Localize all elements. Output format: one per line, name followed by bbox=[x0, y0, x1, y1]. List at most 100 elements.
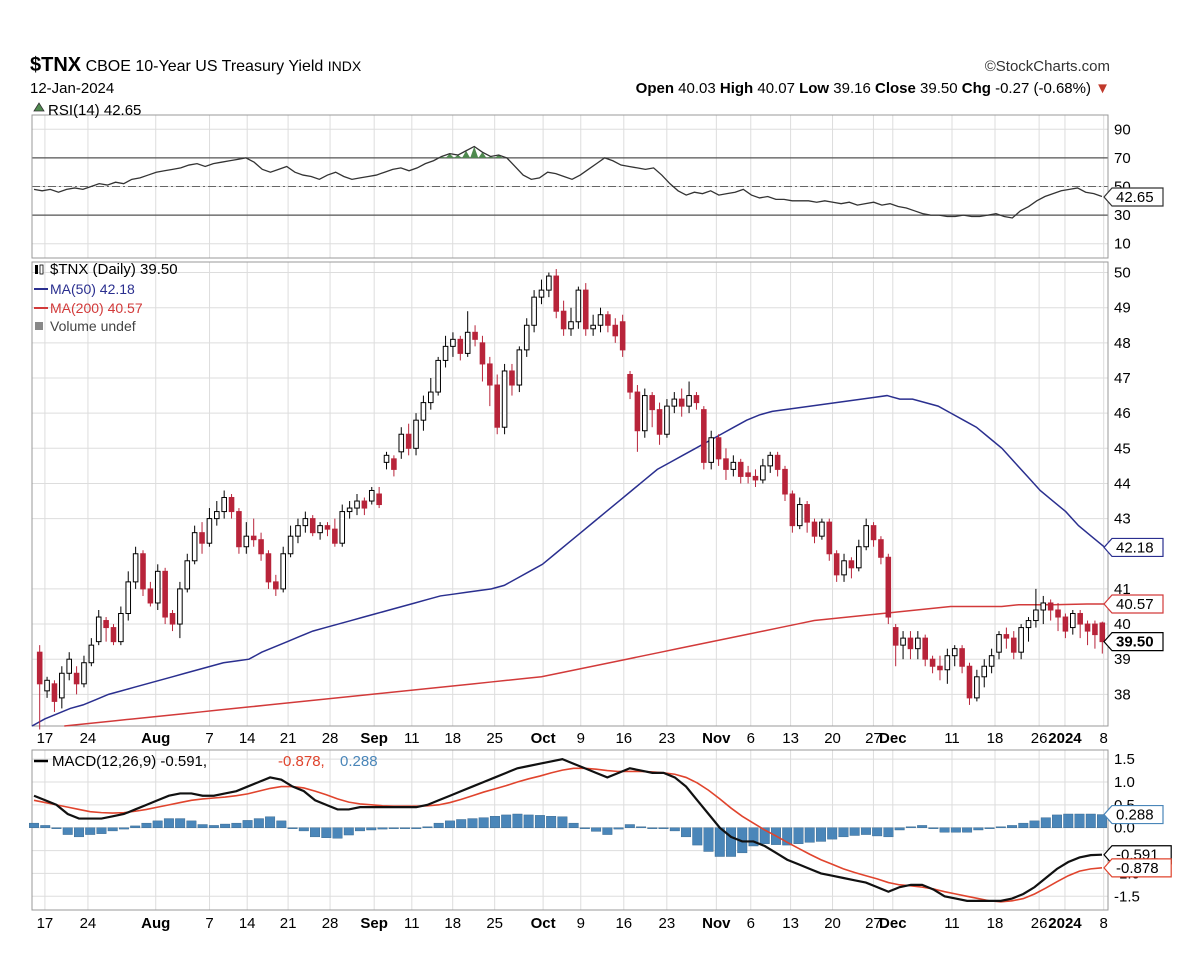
candle-body bbox=[538, 289, 545, 298]
candle-body bbox=[295, 525, 301, 537]
candle-body bbox=[996, 634, 1002, 653]
macd-histogram-bar bbox=[118, 827, 129, 830]
candle-body bbox=[804, 504, 810, 523]
rsi-frame bbox=[31, 114, 1109, 259]
macd-histogram-bar bbox=[29, 822, 39, 828]
macd-histogram-bar bbox=[636, 826, 647, 828]
candle-body bbox=[509, 370, 515, 386]
macd-histogram-bar bbox=[973, 827, 984, 831]
candle-body bbox=[966, 665, 973, 699]
macd-histogram-bar bbox=[343, 827, 354, 836]
macd-histogram-bar bbox=[501, 814, 512, 828]
price-x-tick-18: 20 bbox=[824, 730, 841, 747]
candle-body bbox=[885, 556, 892, 618]
ticker-symbol: $TNX bbox=[30, 54, 82, 76]
macd-histogram-bar bbox=[939, 827, 950, 833]
candle-body bbox=[494, 384, 500, 428]
ma200-last-value: 40.57 bbox=[1116, 596, 1154, 613]
low-label: Low bbox=[799, 80, 830, 97]
macd-histogram-bar bbox=[534, 815, 545, 828]
candle-body bbox=[1047, 602, 1054, 611]
candle-body bbox=[693, 395, 700, 404]
ticker-title: $TNX CBOE 10-Year US Treasury Yield INDX bbox=[30, 54, 362, 76]
macd-x-tick-22: 18 bbox=[987, 915, 1004, 932]
candle-body bbox=[627, 373, 633, 393]
macd-histogram-bar bbox=[85, 827, 96, 835]
candle-body bbox=[413, 419, 419, 449]
macd-y-tick-1: 1.0 bbox=[1114, 774, 1135, 791]
price-x-tick-16: 6 bbox=[747, 730, 755, 747]
candle-body bbox=[405, 433, 412, 449]
ticker-exchange: INDX bbox=[327, 58, 362, 74]
candle-body bbox=[191, 532, 198, 562]
candle-body bbox=[110, 627, 117, 643]
open-value: 40.03 bbox=[678, 80, 716, 97]
price-y-tick-48: 48 bbox=[1114, 335, 1131, 352]
price-y-tick-38: 38 bbox=[1114, 686, 1131, 703]
macd-histogram-bar bbox=[669, 827, 680, 832]
macd-histogram-bar bbox=[602, 827, 613, 835]
candle-body bbox=[582, 289, 589, 330]
macd-histogram-bar bbox=[872, 827, 883, 837]
candle-body bbox=[132, 553, 139, 583]
candle-body bbox=[605, 314, 611, 326]
candle-body bbox=[708, 437, 714, 463]
candle-body bbox=[678, 398, 685, 407]
macd-histogram-bar bbox=[995, 826, 1006, 828]
candle-body bbox=[346, 507, 353, 513]
candle-body bbox=[398, 433, 405, 453]
candle-body bbox=[273, 581, 279, 590]
candle-body bbox=[118, 613, 124, 643]
macd-histogram-bar bbox=[467, 818, 478, 828]
macd-histogram-bar bbox=[883, 827, 894, 838]
candle-body bbox=[243, 535, 250, 548]
candle-body bbox=[177, 588, 183, 625]
price-legend: $TNX (Daily) 39.50 bbox=[50, 261, 178, 278]
macd-histogram-bar bbox=[984, 827, 995, 829]
macd-histogram-bar bbox=[838, 827, 849, 838]
volume-legend-icon bbox=[35, 322, 43, 330]
price-y-tick-44: 44 bbox=[1114, 475, 1131, 492]
macd-x-tick-18: 20 bbox=[824, 915, 841, 932]
macd-histogram-bar bbox=[253, 818, 264, 828]
price-legend-icon-up bbox=[39, 264, 44, 275]
candle-body bbox=[383, 454, 390, 463]
price-x-tick-20: Dec bbox=[879, 730, 907, 747]
candle-body bbox=[789, 493, 796, 527]
candle-body bbox=[228, 497, 235, 513]
candle-body bbox=[1070, 613, 1076, 629]
ma50-last-value-box bbox=[1103, 537, 1164, 558]
price-x-tick-1: 24 bbox=[80, 730, 97, 747]
candle-body bbox=[95, 616, 102, 643]
macd-histogram-bar bbox=[489, 816, 500, 828]
price-x-tick-14: 23 bbox=[658, 730, 675, 747]
candle-body bbox=[51, 683, 58, 702]
candle-body bbox=[523, 324, 530, 351]
macd-x-tick-2: Aug bbox=[141, 915, 170, 932]
macd-histogram-bar bbox=[860, 827, 871, 835]
macd-x-tick-9: 18 bbox=[444, 915, 461, 932]
candle-body bbox=[206, 518, 213, 544]
macd-histogram-bar bbox=[782, 827, 793, 846]
macd-histogram-bar bbox=[220, 823, 231, 828]
chart-date: 12-Jan-2024 bbox=[30, 80, 115, 97]
macd-histogram-bar bbox=[231, 822, 242, 828]
close-value: 39.50 bbox=[920, 80, 958, 97]
rsi-y-tick-70: 70 bbox=[1114, 150, 1131, 167]
price-y-tick-39: 39 bbox=[1114, 651, 1131, 668]
macd-x-tick-5: 21 bbox=[280, 915, 297, 932]
macd-histogram-bar bbox=[512, 813, 523, 828]
candle-body bbox=[546, 275, 552, 291]
macd-signal-legend: -0.878, bbox=[278, 753, 325, 770]
price-x-tick-0: 17 bbox=[37, 730, 54, 747]
volume-legend: Volume undef bbox=[50, 318, 136, 334]
candle-body bbox=[900, 637, 906, 646]
macd-x-tick-14: 23 bbox=[658, 915, 675, 932]
macd-histogram-bar bbox=[1007, 825, 1018, 828]
candle-body bbox=[317, 525, 323, 534]
candle-body bbox=[664, 405, 670, 435]
macd-y-tick-0: 1.5 bbox=[1114, 751, 1135, 768]
macd-histogram-bar bbox=[377, 827, 388, 830]
price-x-tick-22: 18 bbox=[987, 730, 1004, 747]
macd-histogram-bar bbox=[107, 827, 118, 832]
